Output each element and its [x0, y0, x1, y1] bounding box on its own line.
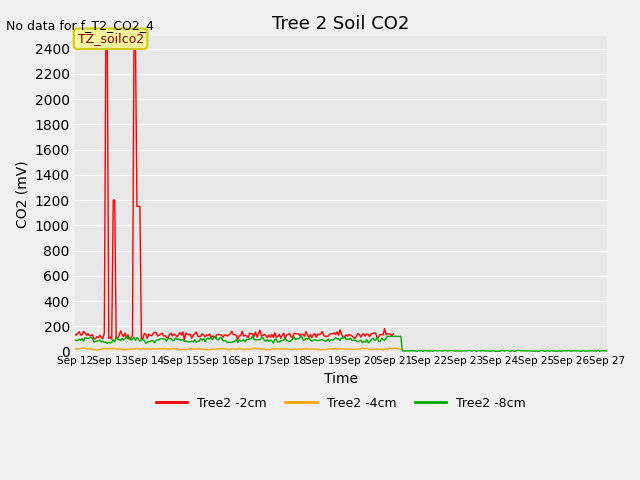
Legend: Tree2 -2cm, Tree2 -4cm, Tree2 -8cm: Tree2 -2cm, Tree2 -4cm, Tree2 -8cm: [150, 392, 531, 415]
X-axis label: Time: Time: [324, 372, 358, 386]
Tree2 -4cm: [71, 346, 79, 352]
Tree2 -4cm: [230, 346, 237, 351]
Tree2 -8cm: [123, 333, 131, 338]
Line: Tree2 -2cm: Tree2 -2cm: [75, 42, 394, 340]
Tree2 -4cm: [247, 346, 255, 352]
Y-axis label: CO2 (mV): CO2 (mV): [15, 160, 29, 228]
Tree2 -2cm: [303, 332, 311, 337]
Tree2 -4cm: [303, 346, 311, 352]
Line: Tree2 -8cm: Tree2 -8cm: [75, 336, 607, 352]
Tree2 -4cm: [256, 346, 264, 352]
Tree2 -8cm: [138, 337, 145, 343]
Title: Tree 2 Soil CO2: Tree 2 Soil CO2: [272, 15, 410, 33]
Tree2 -2cm: [256, 327, 264, 333]
Text: TZ_soilco2: TZ_soilco2: [77, 32, 143, 45]
Tree2 -2cm: [247, 331, 255, 336]
Tree2 -2cm: [136, 204, 144, 209]
Tree2 -8cm: [231, 338, 239, 344]
Tree2 -4cm: [136, 346, 144, 352]
Line: Tree2 -4cm: Tree2 -4cm: [75, 348, 401, 350]
Tree2 -8cm: [258, 335, 266, 341]
Tree2 -8cm: [419, 349, 427, 355]
Tree2 -2cm: [230, 332, 237, 337]
Tree2 -8cm: [603, 348, 611, 354]
Text: No data for f_T2_CO2_4: No data for f_T2_CO2_4: [6, 19, 154, 32]
Tree2 -8cm: [577, 348, 584, 354]
Tree2 -8cm: [249, 333, 257, 339]
Tree2 -2cm: [71, 331, 79, 337]
Tree2 -8cm: [71, 337, 79, 343]
Tree2 -8cm: [305, 335, 313, 341]
